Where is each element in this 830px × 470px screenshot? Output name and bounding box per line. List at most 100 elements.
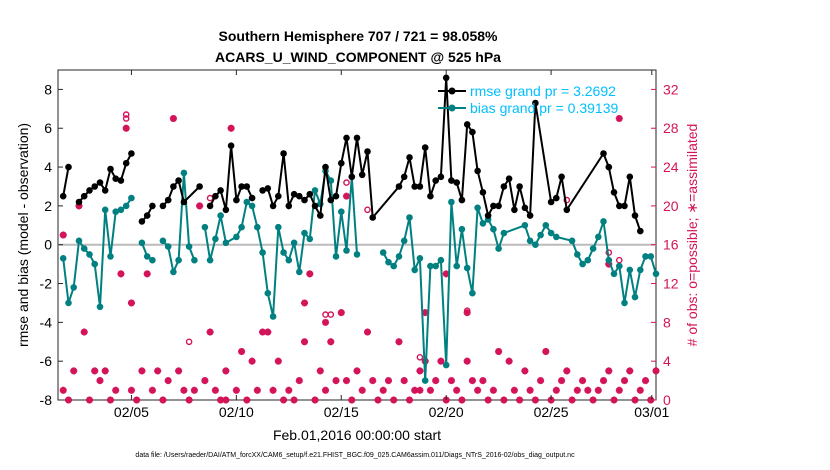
rmse-point [275, 192, 282, 200]
obs-assimilated-marker [369, 377, 377, 385]
y-tick-label-left: 6 [44, 120, 52, 136]
obs-assimilated-marker [59, 231, 67, 239]
obs-assimilated-marker [516, 396, 524, 404]
obs-assimilated-marker [311, 396, 319, 404]
obs-assimilated-marker [395, 338, 403, 346]
bias-point [138, 239, 146, 247]
bias-point [206, 256, 214, 264]
rmse-point [637, 227, 644, 235]
obs-assimilated-marker [537, 377, 545, 385]
obs-assimilated-marker [563, 367, 571, 375]
rmse-point [469, 128, 476, 136]
bias-point [448, 198, 455, 206]
rmse-point [511, 206, 518, 214]
bias-point [185, 243, 193, 250]
bias-point [579, 260, 586, 268]
obs-assimilated-marker [458, 396, 466, 404]
rmse-point [495, 202, 502, 210]
obs-assimilated-marker [96, 377, 104, 385]
bias-point [311, 187, 319, 194]
obs-possible-marker [206, 194, 214, 202]
rmse-point [248, 194, 256, 202]
obs-assimilated-marker [133, 396, 141, 404]
rmse-point [332, 192, 340, 200]
bias-point [122, 202, 130, 210]
bias-point [159, 237, 167, 245]
bias-point [479, 220, 487, 227]
rmse-point [505, 175, 513, 182]
rmse-point [631, 212, 639, 219]
obs-assimilated-marker [91, 367, 99, 375]
bias-point [437, 256, 445, 264]
obs-assimilated-marker [280, 396, 288, 404]
obs-assimilated-marker [295, 377, 303, 385]
bias-point [243, 198, 251, 206]
bias-point [117, 206, 125, 214]
rmse-point [427, 192, 434, 200]
rmse-point [490, 202, 497, 210]
obs-assimilated-marker [122, 124, 130, 132]
obs-assimilated-marker [211, 386, 219, 394]
obs-assimilated-marker [243, 396, 251, 404]
bias-point [532, 241, 539, 248]
obs-assimilated-marker [573, 386, 581, 394]
rmse-point [521, 204, 529, 212]
bias-point [427, 262, 434, 270]
obs-assimilated-marker [374, 396, 382, 404]
legend-bias-label: bias grand pr = 0.39139 [470, 100, 618, 116]
obs-assimilated-marker [552, 386, 560, 394]
rmse-point [301, 196, 308, 204]
bias-point [568, 237, 576, 245]
rmse-point [233, 196, 240, 204]
bias-point [222, 239, 230, 247]
bias-point [353, 251, 361, 258]
rmse-point [616, 202, 623, 210]
rmse-point [65, 163, 72, 171]
rmse-point [327, 196, 335, 204]
bias-point [306, 235, 314, 243]
legend-rmse-marker [448, 87, 456, 95]
bias-point [112, 208, 119, 215]
rmse-point [170, 183, 177, 190]
rmse-point [290, 190, 298, 198]
rmse-point [621, 202, 628, 210]
bias-point [259, 249, 266, 256]
rmse-point [107, 165, 114, 173]
obs-assimilated-marker [510, 386, 518, 394]
bias-point [180, 169, 188, 177]
bias-point [595, 233, 602, 241]
rmse-point [285, 202, 293, 210]
obs-assimilated-marker [489, 386, 497, 394]
obs-assimilated-marker [416, 367, 424, 375]
rmse-point [112, 175, 119, 182]
rmse-point [547, 198, 555, 206]
obs-assimilated-marker [322, 318, 330, 326]
y-tick-label-left: 4 [44, 159, 52, 175]
obs-possible-marker [122, 115, 130, 122]
bias-point [80, 245, 88, 252]
bias-point [626, 266, 634, 274]
x-axis-label: Feb.01,2016 00:00:00 start [273, 427, 441, 443]
obs-possible-marker [563, 196, 571, 204]
rmse-point [437, 173, 445, 181]
obs-assimilated-marker [484, 396, 492, 404]
rmse-point [86, 187, 93, 194]
obs-assimilated-marker [327, 338, 335, 346]
bias-point [406, 214, 413, 221]
obs-possible-marker [416, 353, 424, 361]
obs-assimilated-marker [615, 115, 623, 123]
bias-point [458, 225, 466, 233]
rmse-point [143, 212, 151, 219]
bias-point [143, 253, 151, 260]
obs-assimilated-marker [421, 309, 429, 317]
obs-assimilated-marker [316, 367, 324, 375]
y-tick-label-left: 8 [44, 81, 52, 97]
y-tick-label-right: 32 [663, 81, 679, 97]
rmse-point [484, 212, 492, 219]
bias-point [463, 264, 471, 272]
y-tick-label-left: -8 [40, 392, 53, 408]
rmse-point [138, 218, 146, 225]
bias-point [610, 270, 618, 278]
bias-point [248, 202, 256, 210]
rmse-point [180, 198, 188, 206]
